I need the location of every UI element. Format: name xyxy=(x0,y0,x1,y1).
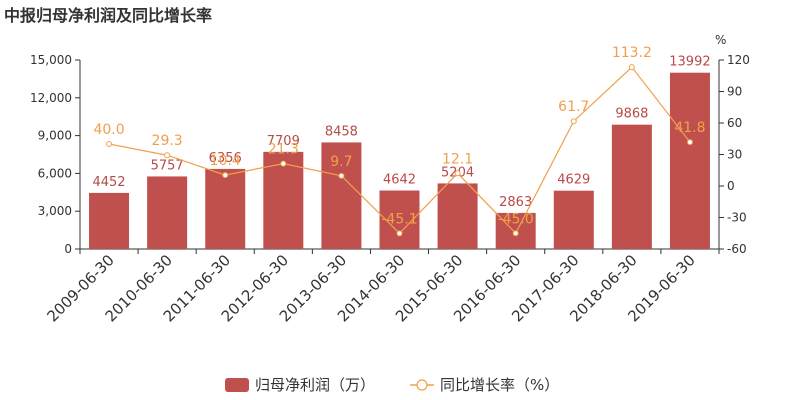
right-tick-label: 120 xyxy=(727,53,750,67)
growth-value-label: 113.2 xyxy=(612,45,652,61)
growth-point xyxy=(454,170,461,177)
growth-point xyxy=(396,230,403,237)
bar-value-label: 9868 xyxy=(615,107,648,122)
growth-point xyxy=(512,230,519,237)
legend-bar-swatch xyxy=(225,378,249,392)
bar xyxy=(437,183,478,249)
bar xyxy=(147,176,188,249)
right-tick-label: -60 xyxy=(727,242,747,256)
chart-title: 中报归母净利润及同比增长率 xyxy=(4,6,212,25)
growth-point xyxy=(338,172,345,179)
growth-point xyxy=(222,172,229,179)
bars xyxy=(89,72,710,249)
bar-value-label: 4629 xyxy=(557,173,590,188)
legend-line-label: 同比增长率（%） xyxy=(440,376,559,394)
growth-value-label: 61.7 xyxy=(558,99,589,115)
legend-bar-label: 归母净利润（万） xyxy=(255,376,375,394)
bar-value-label: 5757 xyxy=(151,158,184,173)
right-tick-label: 60 xyxy=(727,116,742,130)
bar-value-label: 4452 xyxy=(92,175,125,190)
left-tick-label: 3,000 xyxy=(38,204,72,218)
bar xyxy=(669,72,710,249)
right-axis-unit: % xyxy=(715,33,726,47)
bar xyxy=(553,190,594,249)
bar-value-label: 7709 xyxy=(267,134,300,149)
growth-point xyxy=(570,118,577,125)
bar xyxy=(89,192,130,249)
left-tick-label: 15,000 xyxy=(30,53,72,67)
left-tick-label: 6,000 xyxy=(38,166,72,180)
bar xyxy=(263,151,304,249)
growth-value-label: 29.3 xyxy=(152,133,183,149)
growth-value-label: 41.8 xyxy=(674,120,705,136)
growth-value-label: 12.1 xyxy=(442,151,473,167)
growth-point xyxy=(686,139,693,146)
growth-value-label: 9.7 xyxy=(330,154,352,170)
growth-line xyxy=(106,64,693,237)
right-tick-label: -30 xyxy=(727,211,747,225)
growth-value-label: 40.0 xyxy=(93,122,124,138)
growth-point xyxy=(164,152,171,159)
left-tick-label: 9,000 xyxy=(38,129,72,143)
bar xyxy=(205,168,246,249)
right-tick-label: 90 xyxy=(727,85,742,99)
bar-value-label: 6356 xyxy=(209,151,242,166)
bar-value-label: 2863 xyxy=(499,195,532,210)
bar xyxy=(611,124,652,249)
bar-value-label: 4642 xyxy=(383,173,416,188)
bar-value-label: 8458 xyxy=(325,124,358,139)
growth-value-label: -45.0 xyxy=(498,211,534,227)
growth-value-label: -45.1 xyxy=(381,211,417,227)
growth-point xyxy=(280,160,287,167)
right-tick-label: 0 xyxy=(727,179,735,193)
growth-labels: 40.0 29.3 10.4 21.3 9.7 -45.1 12.1 -45.0 61.7 113… xyxy=(93,45,705,227)
growth-point xyxy=(628,64,635,71)
growth-value-label: 10.4 xyxy=(210,153,241,169)
growth-value-label: 21.3 xyxy=(268,142,299,158)
left-tick-label: 12,000 xyxy=(30,91,72,105)
legend: 归母净利润（万） 同比增长率（%） xyxy=(225,376,559,394)
bar xyxy=(321,142,362,249)
right-tick-label: 30 xyxy=(727,148,742,162)
legend-line-marker xyxy=(416,379,428,391)
left-tick-label: 0 xyxy=(64,242,72,256)
growth-point xyxy=(106,141,113,147)
bar-value-label: 13992 xyxy=(669,55,710,70)
